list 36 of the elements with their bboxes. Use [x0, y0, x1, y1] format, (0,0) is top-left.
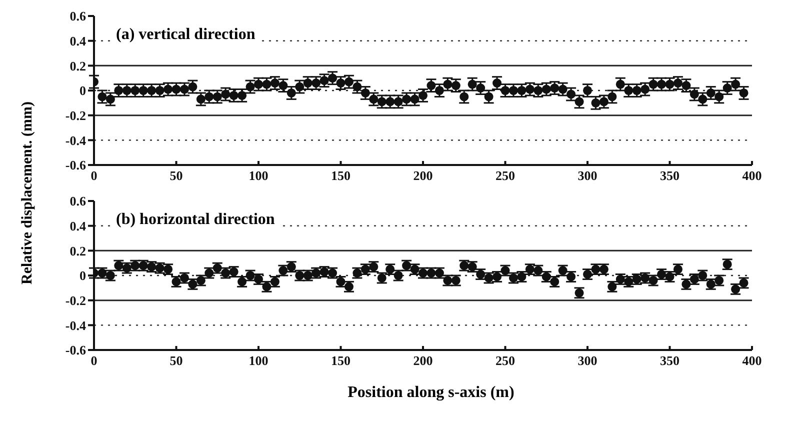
x-tick-label: 250 — [496, 168, 515, 184]
x-tick-label: 200 — [413, 168, 433, 184]
y-tick-label: -0.6 — [65, 158, 86, 173]
x-tick-label: 100 — [248, 168, 268, 184]
y-tick-label: 0.2 — [70, 58, 86, 74]
y-tick-label: -0.4 — [65, 132, 86, 148]
x-tick-label: 150 — [331, 168, 350, 184]
x-tick-label: 100 — [248, 353, 268, 368]
x-tick-label: 400 — [742, 353, 762, 368]
y-tick-label: -0.6 — [65, 342, 86, 358]
y-tick-label: -0.4 — [65, 318, 86, 333]
x-tick-label: 50 — [170, 353, 183, 368]
y-tick-label: 0 — [80, 83, 86, 98]
y-tick-label: 0.6 — [70, 194, 86, 209]
y-tick-label: -0.2 — [65, 108, 86, 123]
y-tick-label: 0.6 — [70, 8, 86, 24]
x-tick-label: 0 — [90, 353, 98, 368]
y-tick-label: 0.4 — [70, 33, 86, 48]
x-tick-label: 400 — [742, 168, 762, 184]
x-tick-label: 300 — [578, 353, 598, 368]
x-tick-label: 300 — [578, 168, 598, 184]
text: (b) horizontal direction — [112, 211, 279, 229]
y-tick-label: 0 — [80, 268, 86, 284]
x-axis-title: Position along s-axis (m) — [346, 384, 516, 402]
y-axis-title: Relative displacement. (mm) — [20, 102, 36, 284]
y-tick-label: 0.2 — [70, 243, 86, 258]
x-tick-label: 350 — [660, 353, 680, 368]
x-tick-label: 200 — [413, 353, 433, 368]
x-tick-label: 350 — [660, 168, 680, 184]
x-tick-label: 50 — [170, 168, 183, 184]
x-tick-label: 0 — [90, 168, 98, 184]
y-tick-label: 0.4 — [70, 218, 86, 234]
x-tick-label: 150 — [331, 353, 350, 368]
text: (a) vertical direction — [112, 26, 260, 44]
x-tick-label: 250 — [496, 353, 515, 368]
y-tick-label: -0.2 — [65, 292, 86, 308]
